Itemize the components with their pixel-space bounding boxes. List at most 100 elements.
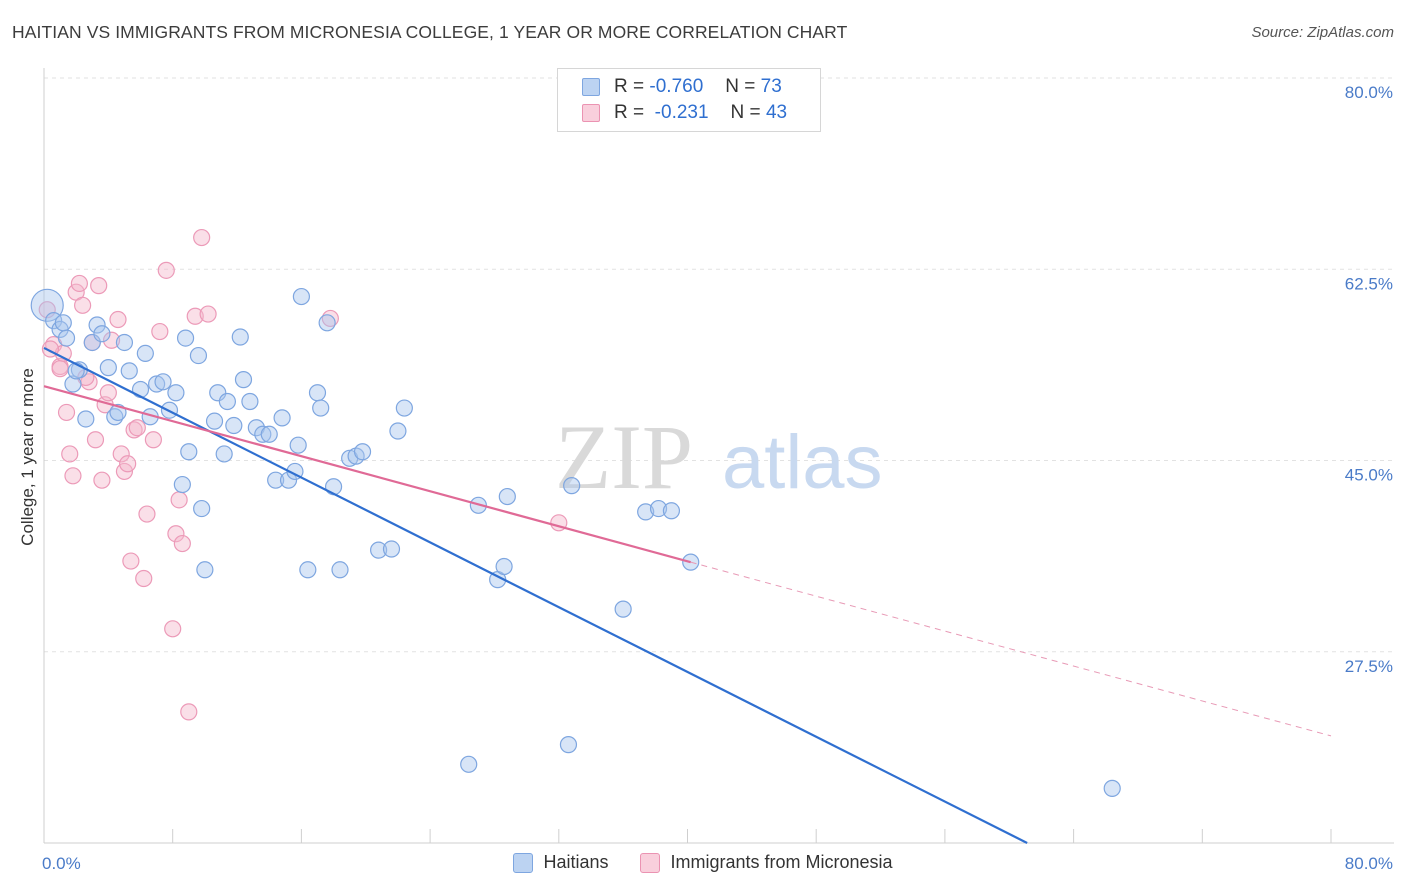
haitians-point (563, 477, 581, 495)
haitians-point (54, 314, 72, 332)
chart-title: HAITIAN VS IMMIGRANTS FROM MICRONESIA CO… (12, 22, 848, 42)
micronesia-point (57, 403, 76, 422)
micronesia-point (64, 467, 82, 485)
haitians-point (1103, 779, 1121, 797)
x-tick-label-min: 0.0% (42, 854, 81, 873)
micronesia-point (74, 296, 92, 314)
haitians-point (83, 333, 101, 352)
haitians-point (662, 502, 681, 520)
haitians-point (176, 329, 195, 347)
micronesia-point (167, 525, 185, 543)
micronesia-point (93, 471, 111, 489)
micronesia-point (70, 274, 88, 293)
haitians-point (498, 487, 516, 506)
micronesia-point (199, 305, 217, 323)
haitians-point (318, 314, 336, 332)
haitians-point (370, 541, 388, 559)
haitians-point (649, 499, 668, 518)
haitians-point (148, 375, 166, 393)
legend-n-label: N = (725, 76, 756, 97)
y-tick-labels: 27.5% 45.0% 62.5% 80.0% (1345, 83, 1393, 676)
y-tick-label: 45.0% (1345, 466, 1393, 485)
x-tick-label-max: 80.0% (1345, 854, 1393, 873)
legend-swatch-haitians (582, 78, 600, 96)
haitians-point (289, 436, 307, 454)
haitians-point (559, 736, 578, 754)
haitians-point (460, 755, 478, 773)
haitians-point (495, 557, 513, 576)
haitians-point (254, 425, 272, 443)
bottom-legend-micronesia: Immigrants from Micronesia (640, 852, 893, 873)
micronesia-point (151, 322, 169, 341)
haitians-point (173, 475, 191, 494)
stats-legend: R = -0.760 N = 73 R = -0.231 N = 43 (557, 68, 821, 132)
micronesia-point (138, 505, 156, 523)
haitians-point (154, 373, 172, 391)
haitians-point (308, 384, 327, 402)
haitians-point (395, 399, 413, 417)
haitians-point (273, 409, 291, 427)
legend-swatch-micronesia (582, 104, 600, 122)
micronesia-trend-extension (690, 561, 1332, 737)
micronesia-point (180, 703, 198, 721)
micronesia-point (90, 277, 108, 295)
micronesia-point (144, 431, 162, 449)
y-tick-label: 27.5% (1345, 657, 1393, 676)
haitians-point (196, 561, 214, 579)
micronesia-point (193, 228, 211, 247)
legend-r-label: R = (614, 102, 645, 123)
y-tick-label: 62.5% (1345, 274, 1393, 293)
bottom-legend-label-haitians: Haitians (543, 852, 609, 872)
haitians-point (382, 540, 401, 558)
series-haitians-points (30, 287, 1121, 797)
legend-r-label: R = (614, 76, 645, 97)
micronesia-point (38, 301, 56, 319)
bottom-legend-swatch-micronesia (640, 852, 661, 873)
micronesia-point (99, 384, 117, 402)
legend-r-value: -0.231 (654, 102, 709, 123)
haitians-point (389, 422, 407, 440)
haitians-point (193, 499, 211, 518)
legend-row-haitians: R = -0.760 N = 73 (558, 74, 782, 100)
haitians-point (189, 346, 208, 365)
haitians-point (331, 561, 349, 579)
haitians-point (57, 329, 76, 347)
micronesia-trend-line (43, 385, 692, 564)
haitians-point (218, 392, 236, 411)
micronesia-point (157, 261, 175, 279)
haitians-point (267, 471, 285, 489)
haitians-point (312, 399, 330, 417)
micronesia-point (119, 455, 137, 473)
haitians-point (99, 359, 117, 377)
haitians-point (299, 561, 317, 579)
micronesia-point (102, 331, 121, 349)
haitians-point (205, 412, 224, 430)
micronesia-point (112, 445, 130, 463)
axes (43, 68, 1394, 844)
haitians-point (292, 287, 310, 306)
micronesia-point (186, 307, 204, 325)
micronesia-point (170, 491, 188, 509)
legend-n-value: 43 (765, 102, 788, 123)
haitians-point (77, 410, 95, 428)
legend-r-value: -0.760 (649, 76, 704, 97)
legend-n-label: N = (730, 102, 761, 123)
haitians-point (215, 445, 233, 463)
watermark: ZIP atlas (555, 406, 883, 508)
bottom-legend-haitians: Haitians (513, 852, 608, 873)
legend-n-value: 73 (760, 76, 782, 97)
micronesia-point (86, 431, 105, 449)
micronesia-point (164, 620, 182, 638)
micronesia-point (135, 569, 153, 588)
micronesia-point (122, 552, 140, 570)
haitians-point (131, 380, 150, 399)
haitians-point (88, 316, 106, 334)
trend-lines (43, 346, 1332, 844)
haitians-point (120, 362, 138, 380)
haitians-point (180, 443, 198, 461)
haitians-point (225, 416, 243, 435)
haitians-point (115, 333, 134, 352)
haitians-point (637, 503, 655, 521)
micronesia-point (173, 534, 191, 553)
